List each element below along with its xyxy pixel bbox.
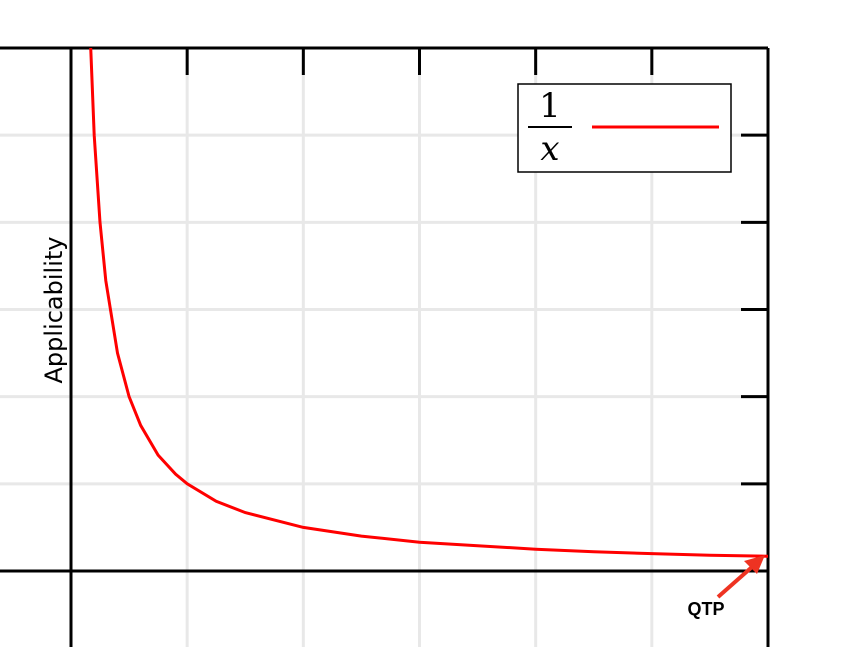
qtp-annotation: QTP bbox=[687, 555, 765, 619]
legend: 1 x bbox=[517, 83, 732, 173]
legend-denominator: x bbox=[540, 129, 559, 169]
annotation-arrow bbox=[716, 565, 754, 599]
legend-numerator: 1 bbox=[539, 86, 561, 126]
annotation-label: QTP bbox=[687, 599, 724, 619]
series-line-1-over-x bbox=[89, 48, 768, 558]
tick-marks bbox=[185, 48, 768, 486]
annotation-arrow-head bbox=[744, 555, 765, 574]
y-axis-label: Applicability bbox=[40, 237, 68, 384]
axes bbox=[0, 46, 770, 647]
